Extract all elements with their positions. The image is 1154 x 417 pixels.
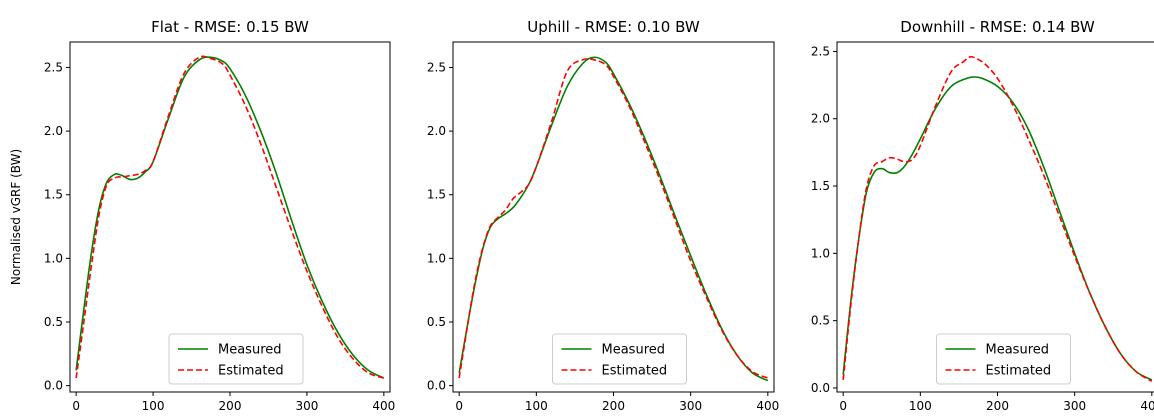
x-tick-label: 300 <box>295 399 318 413</box>
chart-panel-1: Uphill - RMSE: 0.10 BW 0 100 200 300 400 0.0 0.… <box>427 18 779 413</box>
legend-label-estimated: Estimated <box>218 364 284 379</box>
y-tick-label: 1.5 <box>811 179 830 193</box>
legend-box <box>936 333 1071 385</box>
x-tick-label: 200 <box>602 399 625 413</box>
series-line-estimated <box>458 57 769 379</box>
y-tick-label: 2.0 <box>811 112 830 126</box>
legend-label-measured: Measured <box>218 343 282 358</box>
chart-title: Downhill - RMSE: 0.14 BW <box>900 18 1095 36</box>
y-tick-label: 1.5 <box>427 188 446 202</box>
y-tick-label: 0.0 <box>811 381 830 395</box>
x-tick-label: 400 <box>756 399 779 413</box>
y-tick-label: 2.5 <box>427 60 446 74</box>
x-tick-label: 200 <box>986 399 1009 413</box>
y-tick-label: 0.5 <box>44 315 63 329</box>
y-tick-label: 2.5 <box>44 60 63 74</box>
x-tick-label: 200 <box>219 399 242 413</box>
legend-box <box>552 333 687 385</box>
legend-label-measured: Measured <box>602 343 666 358</box>
series-line-measured <box>842 76 1153 381</box>
y-tick-label: 1.0 <box>44 251 63 265</box>
legend-label-estimated: Estimated <box>986 364 1052 379</box>
legend-label-measured: Measured <box>986 343 1050 358</box>
chart-panel-0: Flat - RMSE: 0.15 BW Normalised vGRF (BW)… <box>9 18 395 413</box>
y-tick-label: 1.0 <box>811 246 830 260</box>
chart-panel-2: Downhill - RMSE: 0.14 BW 0 100 200 300 400 0.0… <box>811 18 1154 413</box>
x-tick-label: 100 <box>525 399 548 413</box>
chart-title: Uphill - RMSE: 0.10 BW <box>527 18 700 36</box>
y-tick-label: 0.5 <box>811 314 830 328</box>
x-tick-label: 400 <box>372 399 395 413</box>
y-tick-label: 0.0 <box>427 379 446 393</box>
x-tick-label: 300 <box>1063 399 1086 413</box>
legend: Measured Estimated <box>936 333 1071 385</box>
y-tick-label: 1.5 <box>44 188 63 202</box>
series-line-measured <box>75 56 385 379</box>
series-line-estimated <box>75 55 385 379</box>
y-axis-label: Normalised vGRF (BW) <box>9 149 23 285</box>
x-tick-label: 300 <box>679 399 702 413</box>
legend: Measured Estimated <box>552 333 687 385</box>
x-tick-label: 100 <box>909 399 932 413</box>
legend-label-estimated: Estimated <box>602 364 668 379</box>
x-tick-label: 0 <box>72 399 80 413</box>
y-tick-label: 1.0 <box>427 251 446 265</box>
series-line-measured <box>458 56 769 382</box>
y-tick-label: 2.0 <box>44 124 63 138</box>
y-tick-label: 2.5 <box>811 44 830 58</box>
legend-box <box>168 333 304 385</box>
x-tick-label: 100 <box>142 399 165 413</box>
y-tick-label: 0.5 <box>427 315 446 329</box>
series-line-estimated <box>842 55 1153 382</box>
x-tick-label: 0 <box>839 399 847 413</box>
x-tick-label: 0 <box>455 399 463 413</box>
y-tick-label: 2.0 <box>427 124 446 138</box>
y-tick-label: 0.0 <box>44 379 63 393</box>
chart-title: Flat - RMSE: 0.15 BW <box>151 18 309 36</box>
x-tick-label: 400 <box>1140 399 1154 413</box>
legend: Measured Estimated <box>168 333 304 385</box>
